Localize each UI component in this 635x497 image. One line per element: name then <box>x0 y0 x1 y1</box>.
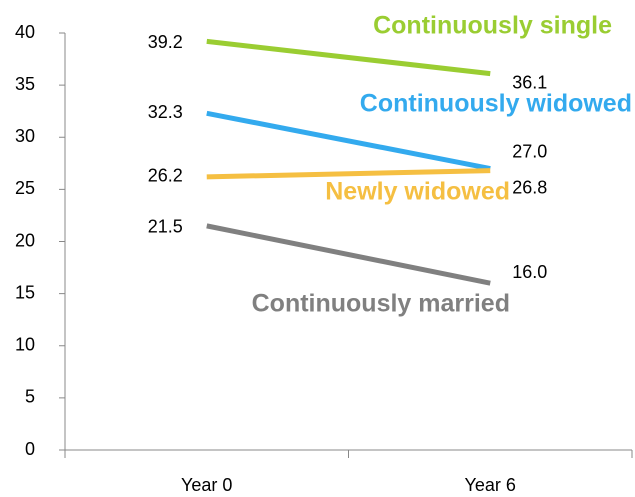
y-tick-label: 0 <box>25 439 35 459</box>
series-line <box>206 223 491 286</box>
data-label: 26.8 <box>512 177 547 197</box>
data-label: 27.0 <box>512 141 547 161</box>
y-tick-label: 35 <box>15 74 35 94</box>
y-tick-label: 40 <box>15 22 35 42</box>
series-name: Continuously single <box>373 12 612 40</box>
series-line <box>206 110 491 171</box>
y-tick-label: 10 <box>15 335 35 355</box>
series-name: Continuously married <box>252 290 510 318</box>
data-label: 32.3 <box>148 102 183 122</box>
x-tick-label: Year 0 <box>181 475 232 495</box>
y-tick-label: 25 <box>15 178 35 198</box>
data-label: 39.2 <box>148 32 183 52</box>
data-label: 36.1 <box>512 72 547 92</box>
y-tick-label: 5 <box>25 387 35 407</box>
series-name: Continuously widowed <box>360 90 632 118</box>
data-label: 21.5 <box>148 217 183 237</box>
series-line <box>206 168 491 180</box>
x-tick-label: Year 6 <box>465 475 516 495</box>
data-label: 26.2 <box>148 166 183 186</box>
y-tick-label: 20 <box>15 230 35 250</box>
series-line <box>206 38 491 77</box>
y-tick-label: 30 <box>15 126 35 146</box>
data-label: 16.0 <box>512 262 547 282</box>
y-tick-label: 15 <box>15 282 35 302</box>
series-name: Newly widowed <box>325 178 510 206</box>
